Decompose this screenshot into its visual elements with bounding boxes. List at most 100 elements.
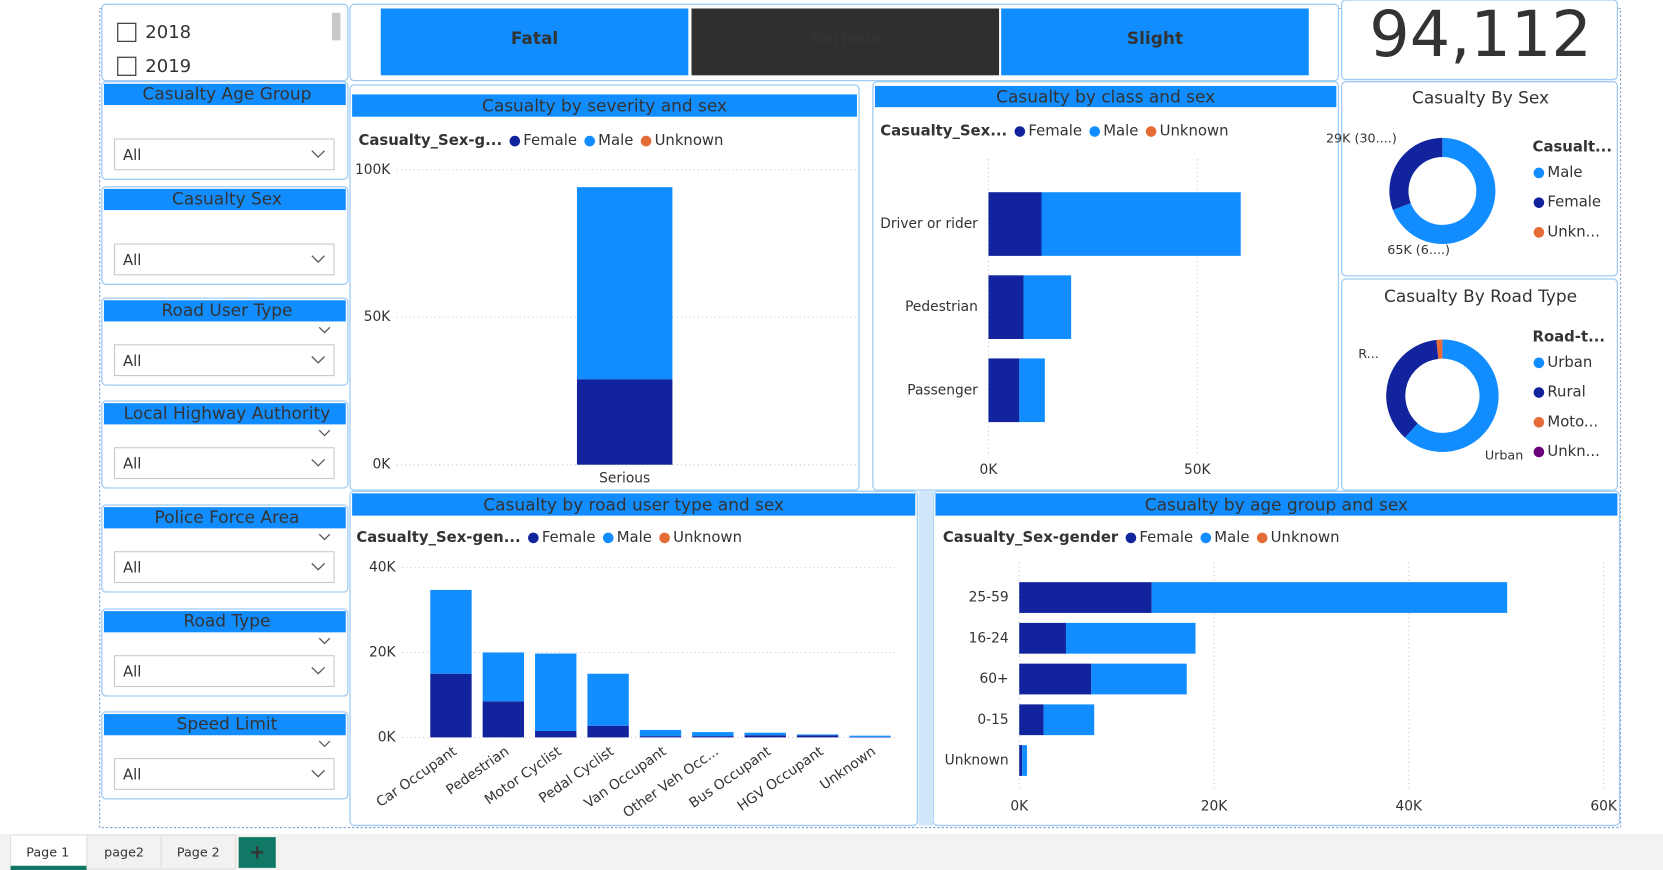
bar-segment <box>1023 275 1072 339</box>
bar-segment <box>744 732 786 736</box>
severity-button[interactable] <box>1001 8 1309 76</box>
chevron <box>311 255 325 263</box>
data-label: Urban <box>1485 448 1523 463</box>
dropdown-value: All <box>123 146 141 164</box>
chevron <box>311 562 325 571</box>
dropdown[interactable] <box>114 138 335 171</box>
chart-title: Casualty by class and sex <box>996 88 1215 108</box>
legend-marker <box>1533 416 1545 428</box>
y-tick-label: 0-15 <box>977 712 1008 728</box>
dropdown[interactable] <box>114 344 335 377</box>
year-option: 2019 <box>145 56 191 77</box>
legend-marker <box>1533 167 1545 179</box>
legend-label: Female <box>523 131 577 149</box>
x-tick-label: 60K <box>1590 798 1618 814</box>
slicer-title: Road Type <box>183 612 270 632</box>
dropdown[interactable] <box>114 758 335 790</box>
legend-title: Road-t... <box>1533 327 1605 345</box>
page-tab[interactable] <box>160 834 236 870</box>
bar-segment <box>576 379 673 465</box>
legend-marker <box>602 532 614 544</box>
checkbox[interactable] <box>117 56 137 76</box>
legend-label: Female <box>1139 528 1193 546</box>
legend-marker <box>584 135 596 147</box>
y-tick-label: Driver or rider <box>880 216 978 232</box>
chart-title-bar <box>352 94 857 117</box>
x-tick-label: Serious <box>599 470 650 486</box>
chevron <box>311 769 325 778</box>
panel <box>1341 0 1619 81</box>
legend-label: Male <box>1103 122 1138 140</box>
bar-segment <box>796 734 839 736</box>
bar-segment <box>639 729 682 737</box>
checkbox[interactable] <box>117 22 137 43</box>
chart-title: Casualty by road user type and sex <box>483 496 784 516</box>
slicer-title: Casualty Age Group <box>143 84 312 104</box>
bar-segment <box>587 673 629 726</box>
dropdown[interactable] <box>114 551 335 584</box>
bar-segment <box>535 653 577 732</box>
legend-marker <box>1533 197 1545 208</box>
slicer-title-bar <box>103 188 346 211</box>
legend-marker <box>1533 446 1545 458</box>
legend-marker <box>1145 126 1157 137</box>
page-tab-label: Page 2 <box>177 845 220 860</box>
severity-button[interactable] <box>691 8 1000 76</box>
bar-segment <box>1019 704 1044 736</box>
legend-label: Unknown <box>1160 122 1229 140</box>
page-tab[interactable] <box>86 834 162 870</box>
slicer-title-bar <box>103 611 346 633</box>
chevron <box>318 429 331 437</box>
legend-label: Unknown <box>1271 528 1340 546</box>
bar-segment <box>796 735 839 738</box>
slicer-title: Police Force Area <box>154 508 299 528</box>
y-tick-label: Passenger <box>907 382 978 398</box>
severity-button[interactable] <box>380 8 689 76</box>
bar-segment <box>639 736 682 738</box>
dropdown[interactable] <box>114 243 335 276</box>
dropdown[interactable] <box>114 447 335 480</box>
bar-segment <box>430 673 472 738</box>
legend-title: Casualty_Sex-gen... <box>356 528 520 546</box>
chevron <box>311 150 325 158</box>
legend-label: Moto... <box>1547 412 1598 430</box>
slicer-title: Road User Type <box>161 301 292 321</box>
donut-slice <box>1404 339 1499 452</box>
legend-title: Casualty_Sex... <box>880 122 1007 140</box>
donut-slice <box>1392 137 1496 245</box>
y-tick-label: 40K <box>369 560 397 576</box>
page-tab[interactable] <box>10 834 88 870</box>
add-page-button[interactable] <box>238 837 276 868</box>
bar-segment <box>692 732 734 737</box>
donut-slice <box>1389 137 1443 210</box>
kpi-value: 94,112 <box>1369 0 1592 72</box>
y-tick-label: 0K <box>372 457 391 473</box>
legend-marker <box>1200 532 1212 544</box>
legend-label: Female <box>1028 122 1082 140</box>
legend-marker <box>1014 126 1026 137</box>
y-tick-label: 60+ <box>980 671 1009 687</box>
y-tick-label: 0K <box>378 729 397 745</box>
donut-slice <box>1386 339 1439 438</box>
data-label: 29K (30....) <box>1326 130 1397 145</box>
y-tick-label: Pedestrian <box>905 299 978 315</box>
y-tick-label: 20K <box>369 644 397 660</box>
slicer-title-bar <box>103 300 346 322</box>
legend-label: Male <box>617 528 652 546</box>
y-tick-label: 16-24 <box>969 630 1009 646</box>
panel <box>872 81 1340 491</box>
legend-marker <box>1533 227 1545 238</box>
bar-segment <box>1043 704 1095 736</box>
x-tick-label: 0K <box>1010 798 1029 814</box>
chevron <box>318 740 331 748</box>
dropdown[interactable] <box>114 655 335 687</box>
bar-segment <box>1019 622 1066 654</box>
bar-segment <box>988 192 1042 256</box>
bar-segment <box>988 275 1024 339</box>
bar-segment <box>535 731 577 738</box>
slicer-title-bar <box>103 714 346 736</box>
dropdown-value: All <box>123 663 141 681</box>
legend-label: Unknown <box>673 528 742 546</box>
bar-segment <box>744 735 786 738</box>
